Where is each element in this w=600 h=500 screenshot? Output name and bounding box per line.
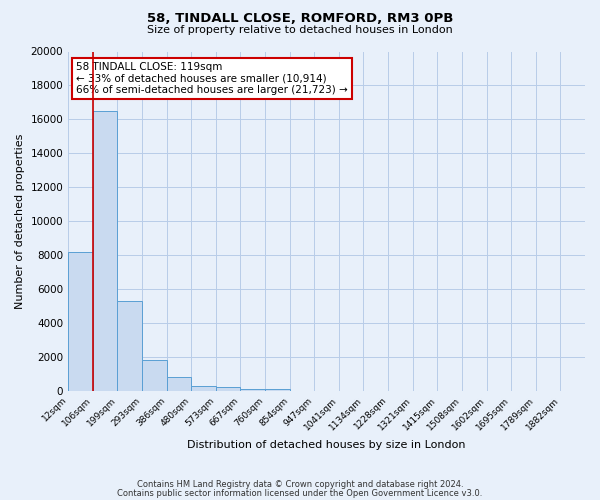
Bar	[241, 389, 265, 390]
Text: Contains public sector information licensed under the Open Government Licence v3: Contains public sector information licen…	[118, 488, 482, 498]
Bar	[167, 377, 191, 390]
Text: 58, TINDALL CLOSE, ROMFORD, RM3 0PB: 58, TINDALL CLOSE, ROMFORD, RM3 0PB	[147, 12, 453, 26]
Y-axis label: Number of detached properties: Number of detached properties	[15, 134, 25, 309]
Text: 58 TINDALL CLOSE: 119sqm
← 33% of detached houses are smaller (10,914)
66% of se: 58 TINDALL CLOSE: 119sqm ← 33% of detach…	[76, 62, 347, 95]
Bar	[118, 301, 142, 390]
Bar	[142, 360, 167, 390]
Text: Contains HM Land Registry data © Crown copyright and database right 2024.: Contains HM Land Registry data © Crown c…	[137, 480, 463, 489]
Bar	[93, 111, 118, 390]
Bar	[191, 386, 216, 390]
Bar	[265, 389, 290, 390]
Bar	[68, 252, 93, 390]
Text: Size of property relative to detached houses in London: Size of property relative to detached ho…	[147, 25, 453, 35]
Bar	[216, 388, 241, 390]
X-axis label: Distribution of detached houses by size in London: Distribution of detached houses by size …	[187, 440, 466, 450]
